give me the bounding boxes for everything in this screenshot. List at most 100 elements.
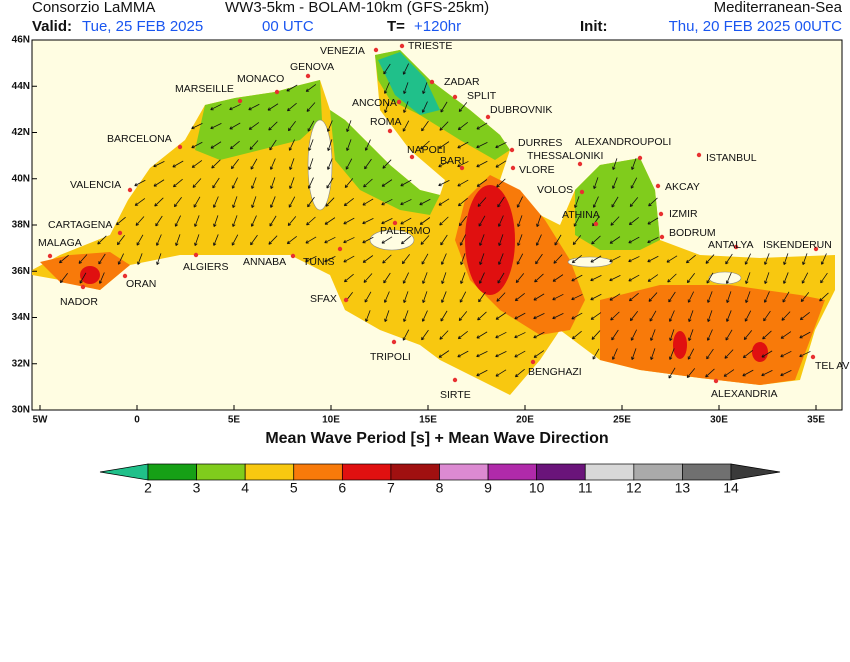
colorbar-swatch	[682, 463, 732, 481]
arrow	[419, 198, 431, 206]
arrow	[800, 292, 810, 303]
arrow	[628, 216, 639, 226]
arrow	[210, 141, 222, 149]
arrow	[628, 292, 639, 302]
arrow	[707, 310, 713, 322]
arrow	[458, 311, 468, 322]
arrow	[381, 236, 393, 244]
arrow	[382, 159, 392, 169]
arrow	[571, 312, 583, 320]
city-dot	[47, 253, 53, 259]
arrow	[688, 329, 694, 341]
arrow	[438, 160, 450, 168]
arrow	[535, 234, 542, 246]
arrow	[210, 103, 222, 111]
city-label: SFAX	[310, 293, 337, 305]
arrow	[669, 348, 675, 360]
arrow	[457, 330, 468, 340]
arrow	[533, 313, 545, 320]
city-label: GENOVA	[290, 61, 334, 73]
arrow	[554, 234, 562, 246]
city-dot	[485, 114, 491, 120]
city-label: PALERMO	[380, 225, 431, 237]
arrow	[194, 215, 200, 227]
lon-label: 30E	[710, 415, 728, 426]
arrow	[381, 218, 393, 225]
arrow	[269, 139, 277, 151]
arrow	[460, 272, 466, 284]
arrow	[761, 350, 773, 358]
cyprus	[708, 271, 742, 285]
arrow	[343, 237, 355, 244]
city-label: TEL AVIV	[815, 360, 850, 372]
lat-label: 34N	[12, 312, 30, 323]
colorbar-label: 14	[723, 480, 739, 496]
city-label: DUBROVNIK	[490, 104, 552, 116]
arrow	[630, 177, 638, 189]
city-label: VOLOS	[537, 184, 573, 196]
city-dot	[399, 43, 405, 49]
lon-label: 15E	[419, 415, 437, 426]
arrow	[686, 273, 696, 284]
init-value: Thu, 20 FEB 2025 00UTC	[669, 18, 843, 35]
arrow	[248, 122, 260, 130]
arrow	[268, 121, 278, 131]
city-dot	[337, 246, 343, 252]
arrow	[745, 272, 751, 284]
arrow	[799, 311, 810, 321]
arrow	[457, 122, 468, 131]
arrow	[213, 234, 219, 246]
arrow	[78, 254, 88, 264]
arrow	[98, 272, 105, 284]
arrow	[457, 179, 469, 187]
arrow	[270, 177, 276, 189]
arrow	[287, 216, 297, 226]
arrow	[457, 161, 469, 168]
arrow	[289, 177, 295, 189]
city-label: BARI	[440, 155, 465, 167]
arrow	[363, 273, 373, 283]
colorbar-high	[730, 463, 781, 481]
arrow	[498, 253, 504, 265]
arrow	[610, 311, 620, 321]
city-label: VENEZIA	[320, 45, 365, 57]
arrow	[384, 101, 390, 113]
arrow	[514, 332, 526, 339]
arrow	[400, 199, 412, 206]
arrow	[286, 236, 297, 245]
arrow	[400, 217, 412, 225]
colorbar-label: 5	[290, 480, 298, 496]
arrow	[421, 101, 428, 113]
arrow	[647, 274, 659, 282]
lon-label: 20E	[516, 415, 534, 426]
arrow	[421, 253, 429, 265]
lon-label: 5E	[228, 415, 241, 426]
arrow	[515, 273, 525, 284]
city-label: NAPOLI	[407, 144, 446, 156]
arrow	[382, 254, 392, 264]
arrow	[496, 292, 506, 302]
teal-adriatic	[378, 52, 440, 115]
arrow	[287, 120, 296, 132]
arrow	[612, 158, 618, 170]
arrow	[476, 351, 488, 358]
arrow	[574, 196, 580, 208]
colorbar-label: 8	[436, 480, 444, 496]
city-dot	[452, 377, 458, 383]
arrow	[533, 293, 545, 301]
arrow	[362, 198, 374, 206]
arrow	[193, 196, 201, 208]
city-label: ANNABA	[243, 256, 286, 268]
arrow	[725, 272, 732, 284]
city-label: AKCAY	[665, 181, 700, 193]
arrow	[422, 291, 428, 303]
city-label: ZADAR	[444, 76, 480, 88]
arrow	[438, 350, 450, 358]
city-dot	[387, 128, 393, 134]
city-dot	[396, 99, 402, 105]
arrow	[631, 158, 637, 170]
arrow	[153, 179, 165, 187]
arrow	[229, 104, 241, 111]
arrow	[343, 255, 355, 263]
